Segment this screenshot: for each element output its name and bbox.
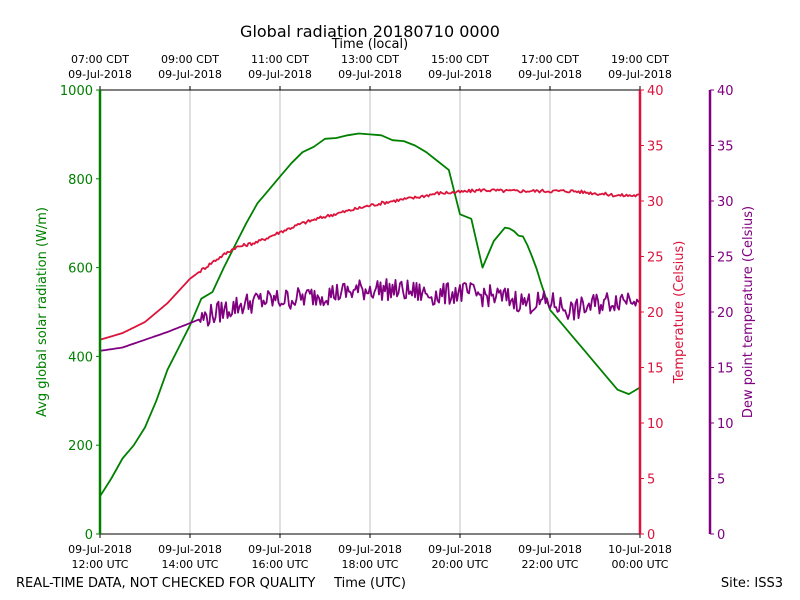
x-tick-label: 10-Jul-2018 00:00 UTC [608,543,672,571]
temperature-tick-label: 30 [647,195,664,210]
top-tick-label-line: 13:00 CDT [341,53,399,66]
radiation-tick-label: 200 [68,439,93,454]
chart-title: Global radiation 20180710 0000 [240,22,500,41]
temperature-axis-label: Temperature (Celsius) [672,241,687,385]
grid [189,90,551,534]
x-tick-label: 09-Jul-2018 22:00 UTC [518,543,582,571]
temperature-tick-label: 0 [647,528,655,543]
top-tick-label-line: 09-Jul-2018 [428,68,492,81]
top-tick-label: 11:00 CDT 09-Jul-2018 [248,53,312,81]
x-tick-label-line: 09-Jul-2018 [68,543,132,556]
x-tick-label-line: 09-Jul-2018 [158,543,222,556]
temperature-tick-label: 10 [647,417,664,432]
top-tick-label-line: 15:00 CDT [431,53,489,66]
top-tick-label: 09:00 CDT 09-Jul-2018 [158,53,222,81]
dewpoint-tick-label: 30 [717,195,734,210]
x-tick-label-line: 16:00 UTC [251,558,308,571]
radiation-axis-label: Avg global solar radiation (W/m) [35,207,50,417]
x-tick-label-line: 20:00 UTC [431,558,488,571]
radiation-tick-label: 600 [68,262,93,277]
series-line-dewpoint [99,278,641,352]
site-label: Site: ISS3 [721,576,783,591]
x-tick-label: 09-Jul-2018 14:00 UTC [158,543,222,571]
dewpoint-tick-label: 15 [717,362,734,377]
temperature-tick-label: 35 [647,140,664,155]
dewpoint-tick-label: 5 [717,473,725,488]
x-tick-label-line: 18:00 UTC [341,558,398,571]
x-tick-label-line: 00:00 UTC [611,558,668,571]
series-group [99,132,641,497]
top-tick-label-line: 19:00 CDT [611,53,669,66]
top-tick-label-line: 09-Jul-2018 [248,68,312,81]
top-tick-label-line: 17:00 CDT [521,53,579,66]
top-tick-label-line: 07:00 CDT [71,53,129,66]
top-tick-label-line: 09-Jul-2018 [338,68,402,81]
axes-group: 09-Jul-2018 12:00 UTC 09-Jul-2018 14:00 UTC… [60,53,734,571]
x-tick-label-line: 09-Jul-2018 [518,543,582,556]
top-axis-label: Time (local) [331,37,408,52]
dewpoint-axis-label: Dew point temperature (Celsius) [741,206,756,418]
dewpoint-tick-label: 35 [717,140,734,155]
top-tick-label-line: 09:00 CDT [161,53,219,66]
x-tick-label-line: 10-Jul-2018 [608,543,672,556]
radiation-tick-label: 400 [68,350,93,365]
dewpoint-tick-label: 0 [717,528,725,543]
x-tick-label-line: 12:00 UTC [71,558,128,571]
top-tick-label-line: 11:00 CDT [251,53,309,66]
x-tick-label-line: 14:00 UTC [161,558,218,571]
dewpoint-tick-label: 10 [717,417,734,432]
temperature-tick-label: 20 [647,306,664,321]
x-tick-label: 09-Jul-2018 12:00 UTC [68,543,132,571]
top-tick-label-line: 09-Jul-2018 [158,68,222,81]
x-tick-label-line: 09-Jul-2018 [338,543,402,556]
radiation-tick-label: 0 [85,528,93,543]
x-tick-label-line: 22:00 UTC [521,558,578,571]
temperature-tick-label: 5 [647,473,655,488]
temperature-tick-label: 40 [647,84,664,99]
series-line-temperature [99,188,641,341]
temperature-tick-label: 25 [647,251,664,266]
x-tick-label: 09-Jul-2018 18:00 UTC [338,543,402,571]
dewpoint-tick-label: 20 [717,306,734,321]
top-tick-label: 07:00 CDT 09-Jul-2018 [68,53,132,81]
top-tick-label: 17:00 CDT 09-Jul-2018 [518,53,582,81]
x-tick-label: 09-Jul-2018 16:00 UTC [248,543,312,571]
top-tick-label: 15:00 CDT 09-Jul-2018 [428,53,492,81]
top-tick-label: 13:00 CDT 09-Jul-2018 [338,53,402,81]
disclaimer: REAL-TIME DATA, NOT CHECKED FOR QUALITY [16,576,315,591]
radiation-tick-label: 800 [68,173,93,188]
x-tick-label-line: 09-Jul-2018 [248,543,312,556]
dewpoint-tick-label: 25 [717,251,734,266]
temperature-tick-label: 15 [647,362,664,377]
dewpoint-tick-label: 40 [717,84,734,99]
x-axis-label: Time (UTC) [333,576,406,591]
radiation-tick-label: 1000 [60,84,93,99]
top-tick-label-line: 09-Jul-2018 [608,68,672,81]
x-tick-label: 09-Jul-2018 20:00 UTC [428,543,492,571]
top-tick-label-line: 09-Jul-2018 [518,68,582,81]
top-tick-label-line: 09-Jul-2018 [68,68,132,81]
top-tick-label: 19:00 CDT 09-Jul-2018 [608,53,672,81]
x-tick-label-line: 09-Jul-2018 [428,543,492,556]
